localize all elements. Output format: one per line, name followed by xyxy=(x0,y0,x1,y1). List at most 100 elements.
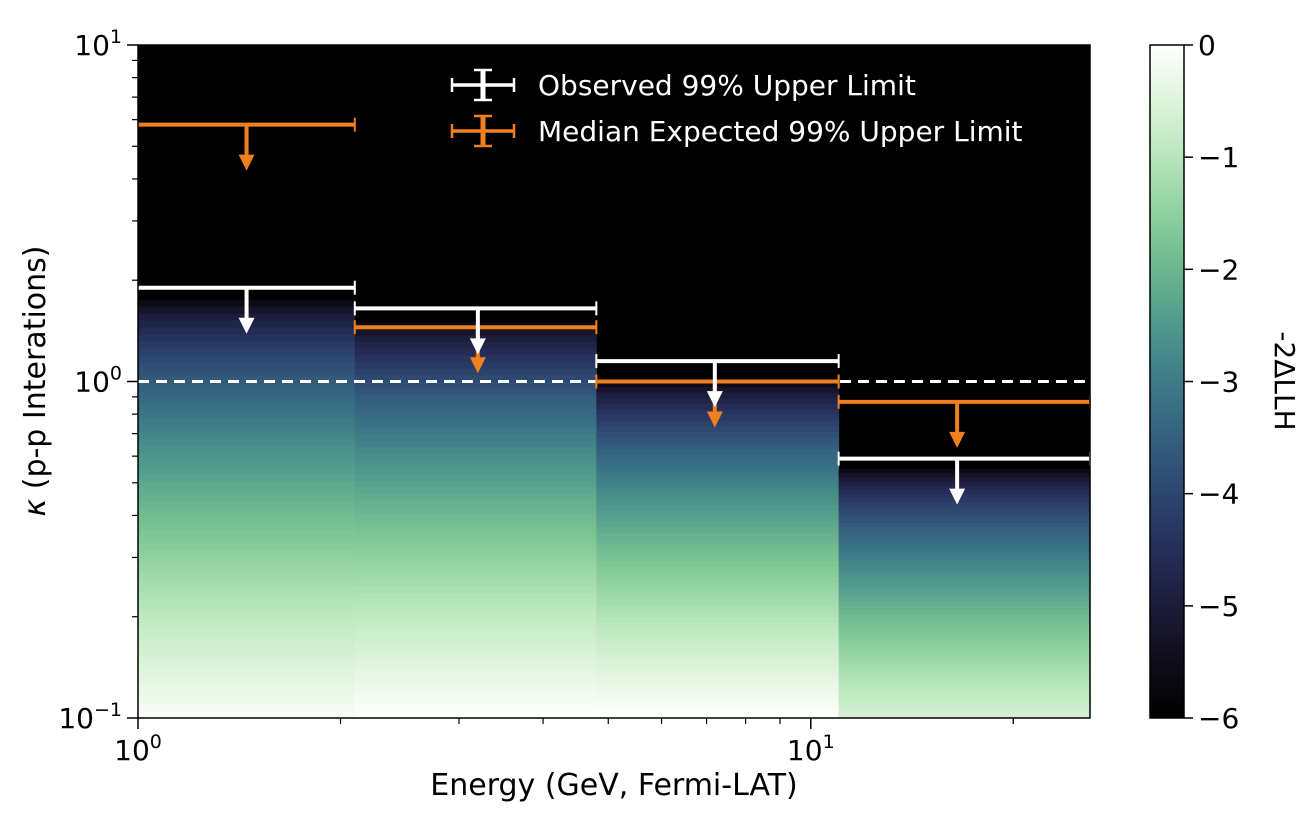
heatmap-cell xyxy=(138,669,356,677)
ul-arrow-head xyxy=(949,431,966,448)
heatmap-cell xyxy=(138,585,356,594)
heatmap-cell xyxy=(596,639,840,646)
ul-arrow-head xyxy=(238,154,255,171)
y-tick-label: 101 xyxy=(74,26,122,62)
heatmap-cell xyxy=(138,369,356,378)
heatmap-cell xyxy=(596,622,840,630)
heatmap-cell xyxy=(138,704,356,712)
heatmap-cell xyxy=(838,688,1090,694)
heatmap-cell xyxy=(838,597,1090,603)
heatmap-cell xyxy=(838,526,1090,532)
heatmap-cell xyxy=(838,468,1090,474)
heatmap-cell xyxy=(838,543,1090,549)
y-axis-label: κ (p-p Interations) xyxy=(18,246,53,517)
ul-arrow-head xyxy=(706,411,723,428)
heatmap-bin-3 xyxy=(838,468,1090,718)
heatmap-cell xyxy=(354,671,597,680)
heatmap-cell xyxy=(138,334,356,343)
heatmap-cell xyxy=(138,404,356,413)
ul-arrow-head xyxy=(949,488,966,505)
heatmap-cell xyxy=(354,506,597,515)
heatmap-cell xyxy=(596,617,840,624)
heatmap-cell xyxy=(354,566,597,574)
colorbar: 0 −1 −2 −3 −4 −5 −6 xyxy=(1149,29,1239,735)
heatmap-cell xyxy=(838,684,1090,690)
heatmap-cell xyxy=(838,639,1090,645)
legend-entry-0: Observed 99% Upper Limit xyxy=(450,68,916,102)
heatmap-cell xyxy=(354,539,597,548)
heatmap-cell xyxy=(596,667,840,674)
ul-arrow-head xyxy=(238,317,255,334)
heatmap-cell xyxy=(596,532,840,540)
heatmap-cell xyxy=(596,443,840,450)
heatmap-cell xyxy=(838,664,1090,669)
heatmap-cell xyxy=(596,387,840,394)
heatmap-bin-0 xyxy=(138,299,356,718)
heatmap-cell xyxy=(354,592,597,601)
heatmap-cell xyxy=(354,619,597,627)
heatmap-cell xyxy=(354,652,597,660)
heatmap-cell xyxy=(596,583,840,590)
observed-ul-3 xyxy=(837,451,1091,505)
heatmap-cell xyxy=(838,556,1090,562)
heatmap-cell xyxy=(354,533,597,541)
heatmap-cell xyxy=(138,439,356,447)
heatmap-cell xyxy=(838,693,1090,699)
y-tick-label: 10−1 xyxy=(58,699,122,735)
heatmap-cell xyxy=(838,564,1090,570)
heatmap-cell xyxy=(838,713,1090,718)
heatmap-cell xyxy=(138,620,356,629)
heatmap-cell xyxy=(354,625,597,634)
heatmap-cell xyxy=(138,557,356,566)
heatmap-cell xyxy=(138,536,356,545)
legend-entry-1: Median Expected 99% Upper Limit xyxy=(450,114,1023,148)
heatmap-cell xyxy=(354,526,597,535)
heatmap-cell xyxy=(838,626,1090,632)
heatmap-cell xyxy=(354,467,597,475)
heatmap-cell xyxy=(354,421,597,429)
likelihood-heatmap xyxy=(138,299,1090,718)
heatmap-cell xyxy=(838,647,1090,653)
heatmap-cell xyxy=(138,494,356,503)
heatmap-cell xyxy=(838,473,1090,478)
heatmap-cell xyxy=(138,676,356,684)
heatmap-cell xyxy=(596,549,840,557)
heatmap-cell xyxy=(354,473,597,482)
heatmap-cell xyxy=(838,589,1090,595)
heatmap-cell xyxy=(354,546,597,554)
heatmap-cell xyxy=(138,446,356,454)
heatmap-cell xyxy=(596,437,840,444)
heatmap-cell xyxy=(138,397,356,406)
heatmap-cell xyxy=(596,555,840,562)
heatmap-cell xyxy=(838,510,1090,516)
heatmap-cell xyxy=(838,568,1090,574)
heatmap-cell xyxy=(138,697,356,705)
heatmap-cell xyxy=(354,658,597,667)
colorbar-tick-label: −1 xyxy=(1198,141,1239,174)
heatmap-cell xyxy=(596,488,840,495)
ul-arrow-head xyxy=(469,338,486,355)
heatmap-cell xyxy=(138,487,356,496)
heatmap-cell xyxy=(838,539,1090,545)
heatmap-cell xyxy=(354,434,597,442)
heatmap-cell xyxy=(354,454,597,462)
x-tick-label: 100 xyxy=(114,731,162,767)
colorbar-tick-label: 0 xyxy=(1198,29,1216,62)
heatmap-cell xyxy=(838,672,1090,678)
heatmap-cell xyxy=(354,520,597,528)
heatmap-cell xyxy=(354,665,597,673)
heatmap-cell xyxy=(138,515,356,524)
observed-ul-2 xyxy=(595,354,840,408)
heatmap-cell xyxy=(138,550,356,559)
colorbar-scale xyxy=(1149,44,1185,719)
heatmap-cell xyxy=(596,712,840,718)
heatmap-cell xyxy=(596,650,840,658)
heatmap-cell xyxy=(138,453,356,461)
ul-arrow-head xyxy=(469,357,486,374)
heatmap-cell xyxy=(354,586,597,594)
heatmap-cell xyxy=(354,388,597,396)
heatmap-cell xyxy=(596,701,840,708)
heatmap-cell xyxy=(838,551,1090,557)
heatmap-cell xyxy=(596,521,840,529)
heatmap-cell xyxy=(138,606,356,615)
